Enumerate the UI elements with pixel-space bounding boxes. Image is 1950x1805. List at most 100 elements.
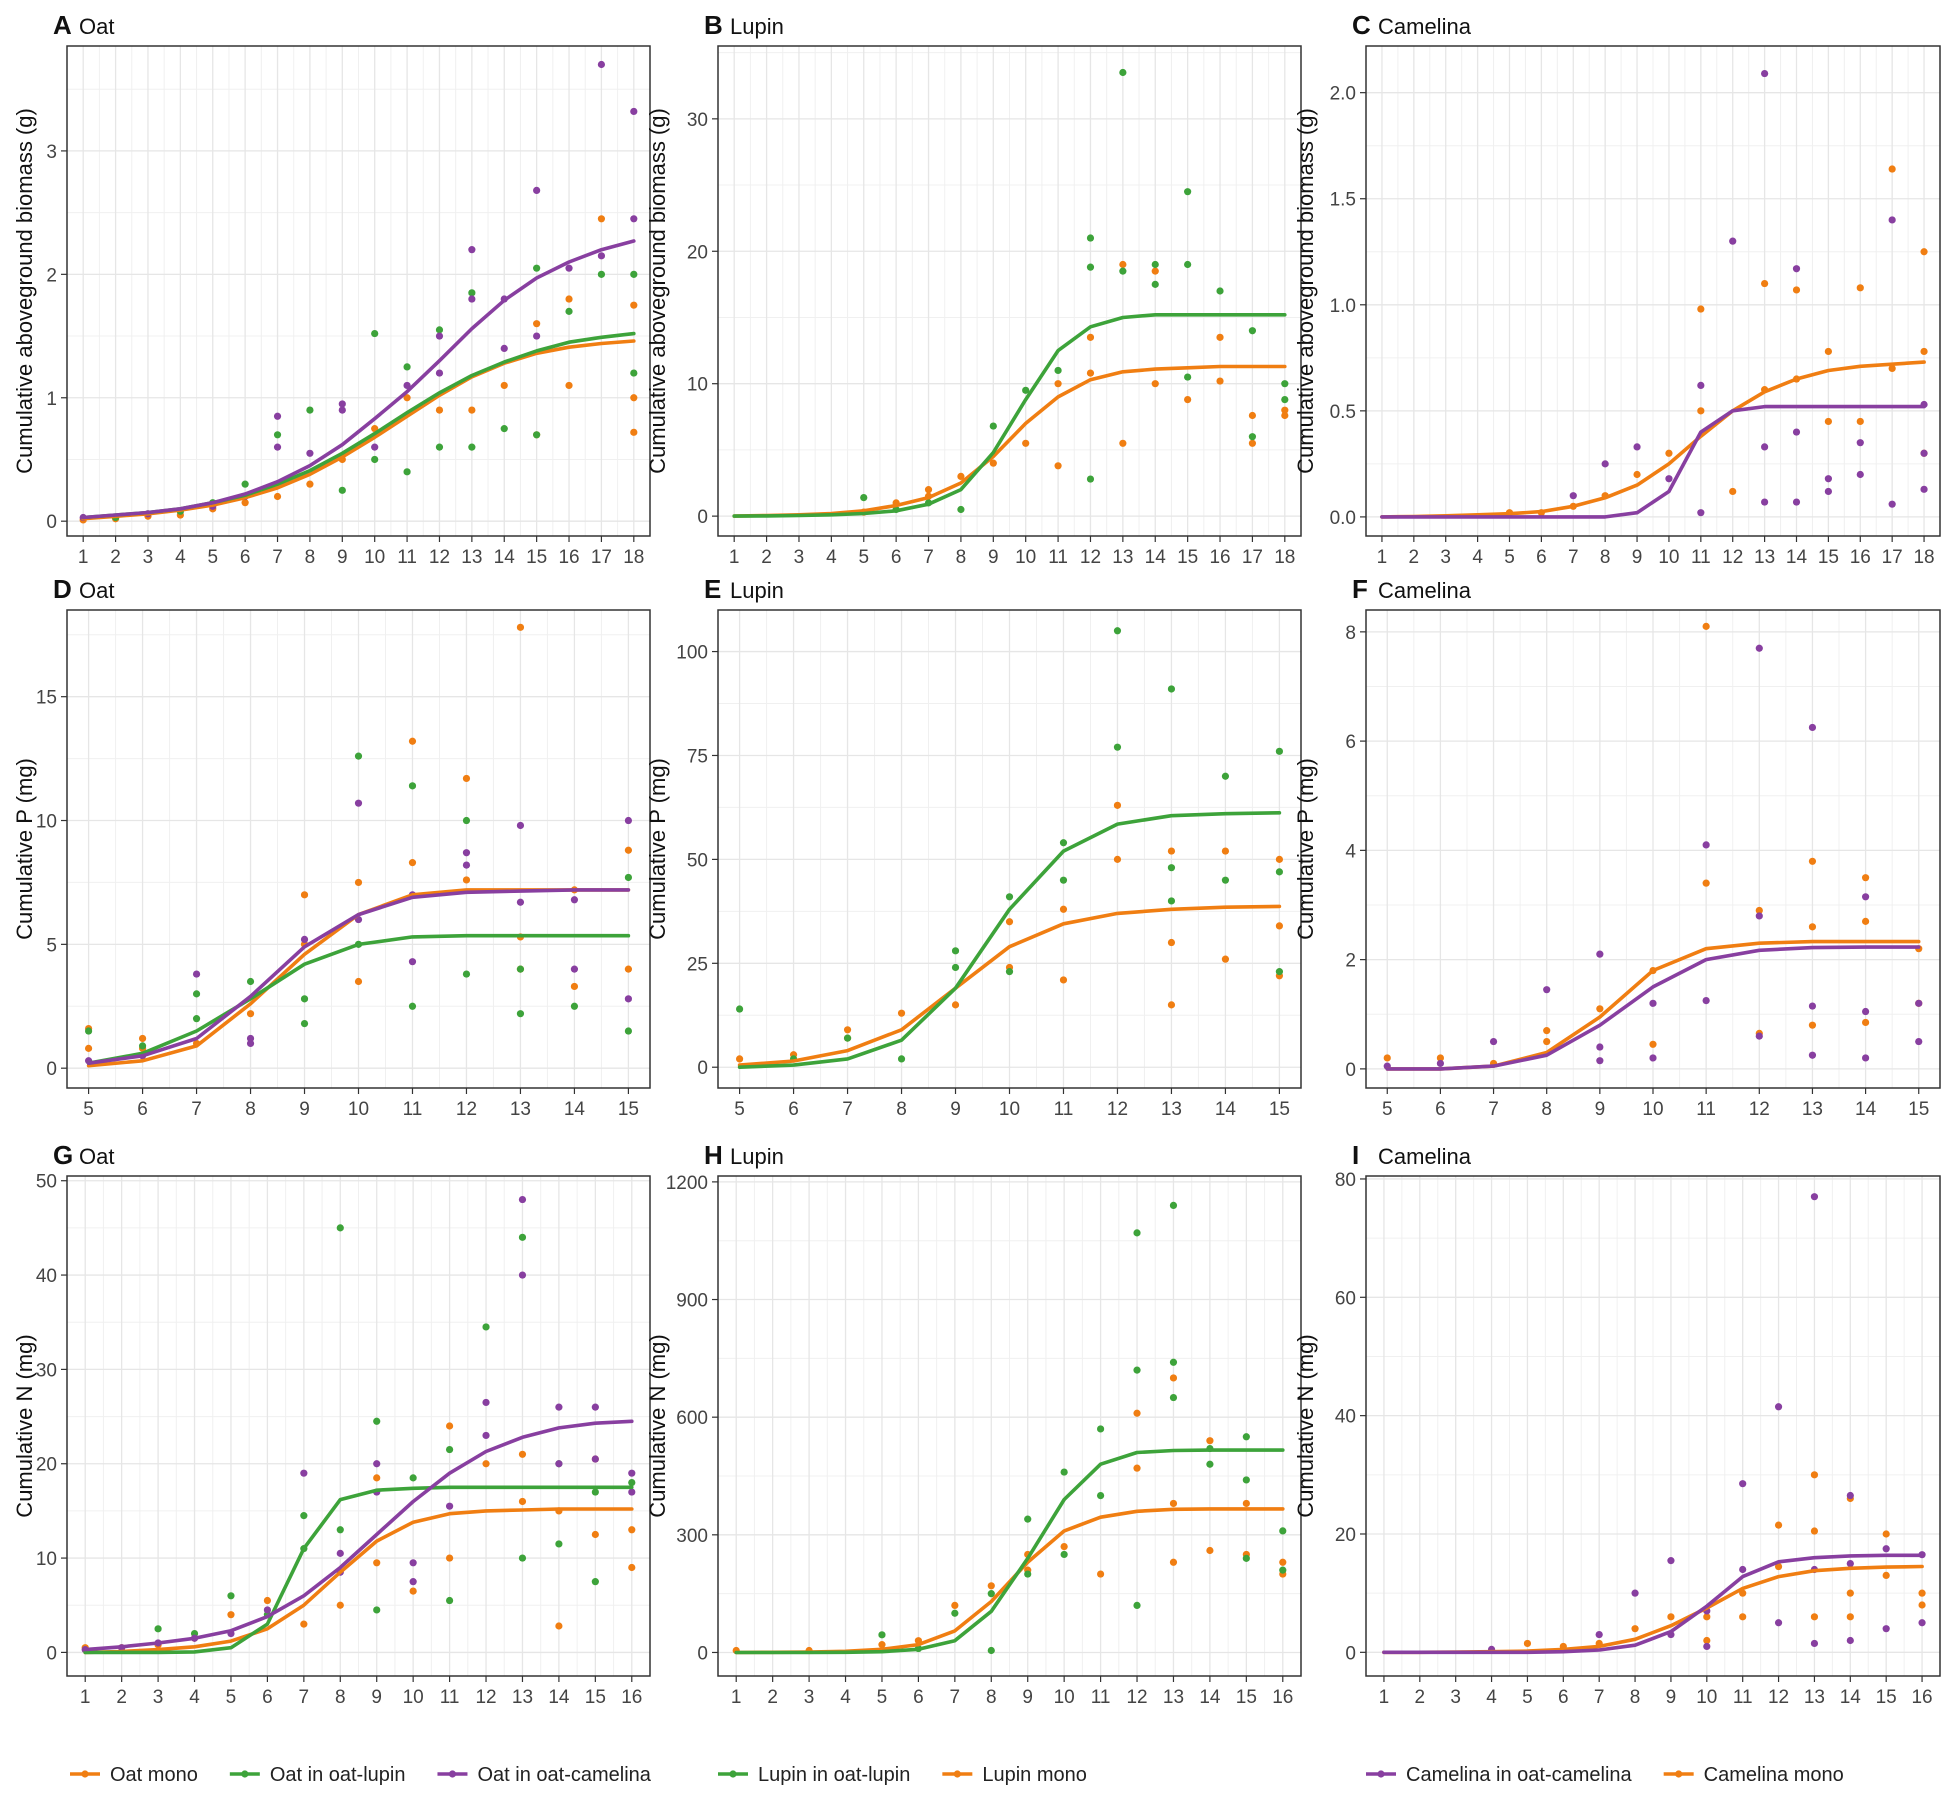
data-point [300, 1020, 309, 1028]
data-point [1096, 1492, 1105, 1500]
x-tick-label: 7 [1594, 1687, 1605, 1708]
data-point [987, 1646, 995, 1655]
data-point [1184, 395, 1192, 404]
fitted-curve [86, 933, 631, 1065]
x-tick-label: 6 [1536, 547, 1547, 568]
data-point [630, 394, 638, 402]
data-point [1918, 1601, 1926, 1609]
data-point [409, 1474, 417, 1482]
y-tick-label: 0 [697, 1058, 708, 1079]
y-tick-label: 4 [1345, 841, 1356, 862]
data-point [1096, 1425, 1105, 1433]
data-point [1167, 864, 1176, 872]
data-point [951, 963, 960, 972]
data-point [300, 1469, 308, 1477]
data-point [1888, 500, 1896, 508]
data-point [300, 935, 309, 943]
data-point [1167, 685, 1176, 693]
data-point [1882, 1625, 1890, 1633]
x-tick-label: 13 [512, 1687, 533, 1708]
data-point [1184, 260, 1192, 269]
data-point [1086, 263, 1095, 271]
panel-letter: C [1352, 10, 1371, 40]
data-point [1665, 475, 1673, 483]
data-point [500, 425, 508, 433]
x-tick-label: 2 [116, 1687, 127, 1708]
data-point [1596, 950, 1604, 958]
x-tick-label: 9 [1595, 1099, 1606, 1120]
x-tick-label: 15 [1818, 547, 1839, 568]
data-point [246, 1034, 255, 1043]
x-tick-label: 8 [305, 547, 316, 568]
data-point [1060, 1542, 1068, 1551]
data-point [1022, 386, 1030, 394]
data-point [1697, 381, 1705, 389]
data-point [1792, 265, 1801, 273]
data-point [565, 307, 573, 315]
legend-1: Oat mono Oat in oat-lupin Oat in oat-camel… [70, 1764, 652, 1786]
data-point [1596, 1005, 1604, 1013]
data-point [1281, 380, 1289, 388]
y-tick-label: 0 [1345, 1643, 1356, 1664]
data-point [1888, 364, 1896, 373]
data-point [1242, 1433, 1250, 1441]
data-point [516, 898, 525, 906]
data-point [957, 472, 965, 481]
data-point [843, 1026, 852, 1034]
x-tick-label: 8 [956, 547, 967, 568]
panel-letter: E [704, 574, 721, 604]
data-point [1281, 406, 1289, 414]
y-tick-label: 900 [676, 1291, 708, 1312]
data-point [1792, 286, 1801, 294]
x-tick-label: 5 [858, 547, 869, 568]
data-point [1275, 968, 1284, 976]
y-tick-label: 40 [1335, 1407, 1356, 1428]
fitted-curve [83, 1507, 634, 1655]
y-tick-label: 0 [46, 512, 57, 533]
data-point [1882, 1571, 1890, 1580]
y-tick-label: 10 [687, 375, 708, 396]
data-point [843, 1034, 852, 1042]
data-point [336, 1549, 344, 1557]
data-point [555, 1540, 563, 1548]
data-point [1920, 248, 1928, 256]
y-tick-label: 30 [687, 110, 708, 131]
data-point [138, 1034, 147, 1043]
data-point [1774, 1562, 1783, 1571]
x-tick-label: 15 [618, 1099, 639, 1120]
data-point [1596, 1043, 1604, 1051]
x-tick-label: 13 [1802, 1099, 1823, 1120]
data-point [445, 1445, 454, 1454]
data-point [462, 849, 471, 857]
data-point [1167, 1001, 1176, 1009]
data-point [1086, 369, 1095, 377]
data-point [227, 1592, 235, 1600]
series-camelina-mono [1505, 165, 1928, 517]
data-point [482, 1398, 490, 1407]
x-tick-label: 10 [1054, 1687, 1075, 1708]
data-point [1861, 917, 1870, 925]
x-tick-label: 3 [143, 547, 154, 568]
data-point [1861, 1018, 1870, 1027]
legend-marker [1675, 1770, 1683, 1778]
data-point [84, 1027, 93, 1035]
data-point [1133, 1366, 1141, 1374]
y-tick-label: 20 [687, 242, 708, 263]
data-point [403, 394, 411, 402]
y-axis-label: Cumulative aboveground biomass (g) [1293, 108, 1318, 474]
data-point [1059, 976, 1068, 984]
data-point [1920, 449, 1928, 457]
data-point [1856, 284, 1864, 292]
x-tick-label: 10 [348, 1099, 369, 1120]
data-point [1631, 1589, 1639, 1597]
x-tick-label: 11 [1733, 1687, 1753, 1708]
data-point [1824, 475, 1832, 483]
x-tick-label: 14 [1145, 547, 1167, 568]
y-tick-label: 15 [36, 688, 57, 709]
data-point [263, 1606, 272, 1614]
panel-frame [66, 45, 651, 537]
data-point [300, 1620, 308, 1628]
data-point [408, 782, 417, 790]
x-tick-label: 17 [591, 547, 612, 568]
